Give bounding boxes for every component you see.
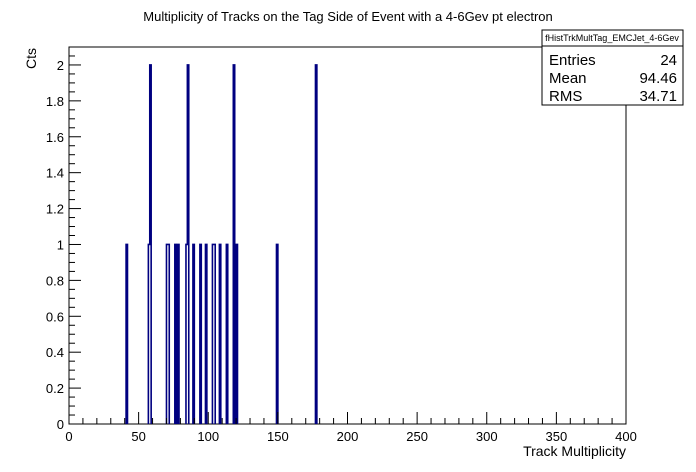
x-tick-label: 100	[197, 429, 219, 444]
x-tick-label: 50	[131, 429, 145, 444]
y-tick-label: 0	[57, 417, 64, 432]
x-tick-label: 350	[546, 429, 568, 444]
stats-rms-label: RMS	[549, 88, 582, 105]
y-tick-label: 0.8	[46, 273, 64, 288]
y-tick-label: 1.4	[46, 166, 64, 181]
x-axis-label: Track Multiplicity	[523, 443, 626, 459]
stats-box: fHistTrkMultTag_EMCJet_4-6Gev Entries 24…	[541, 29, 684, 106]
histogram-bin-group-6	[192, 243, 196, 424]
histogram-bin-group-5	[185, 64, 190, 424]
y-tick-label: 0.6	[46, 309, 64, 324]
y-tick-label: 0.4	[46, 345, 64, 360]
histogram-bin-group-1	[147, 64, 152, 424]
histogram-bin-group-9	[211, 243, 217, 424]
histogram-bin-group-3	[174, 243, 178, 424]
chart-title: Multiplicity of Tracks on the Tag Side o…	[143, 9, 552, 24]
y-axis-ticks: 0 0.2 0.4 0.6 0.8 1 1.2 1.4 1.6 1.8 2	[46, 46, 81, 432]
histogram-bin-group-15	[314, 64, 318, 424]
histogram-bin-group-12	[232, 64, 236, 424]
x-tick-label: 300	[476, 429, 498, 444]
y-tick-label: 1.2	[46, 202, 64, 217]
y-axis-label: Cts	[23, 48, 39, 69]
x-tick-label: 0	[65, 429, 72, 444]
histogram-bin-group-4	[176, 243, 180, 424]
histogram-bin-group-8	[204, 243, 208, 424]
y-tick-label: 1.6	[46, 130, 64, 145]
stats-histogram-name: fHistTrkMultTag_EMCJet_4-6Gev	[545, 33, 679, 43]
y-tick-label: 1.8	[46, 94, 64, 109]
histogram-bin-group-11	[225, 243, 229, 424]
x-tick-label: 400	[615, 429, 637, 444]
y-tick-label: 0.2	[46, 381, 64, 396]
y-tick-label: 1	[57, 237, 64, 252]
stats-entries-value: 24	[660, 52, 677, 69]
x-axis-ticks: 0 50 100 150 200 250 300 350 400	[65, 412, 637, 444]
histogram-bins	[125, 64, 318, 424]
stats-mean-label: Mean	[549, 70, 587, 87]
stats-entries-label: Entries	[549, 52, 596, 69]
histogram-bin-group-0	[125, 243, 129, 424]
stats-mean-value: 94.46	[639, 70, 677, 87]
x-tick-label: 150	[267, 429, 289, 444]
histogram-bin-group-10	[218, 243, 222, 424]
histogram-bin-group-7	[199, 243, 203, 424]
histogram-bin-group-14	[275, 243, 279, 424]
x-tick-label: 200	[337, 429, 359, 444]
histogram-bin-group-13	[235, 243, 239, 424]
stats-rms-value: 34.71	[639, 88, 677, 105]
y-tick-label: 2	[57, 58, 64, 73]
histogram-bin-group-2	[165, 243, 171, 424]
x-tick-label: 250	[406, 429, 428, 444]
